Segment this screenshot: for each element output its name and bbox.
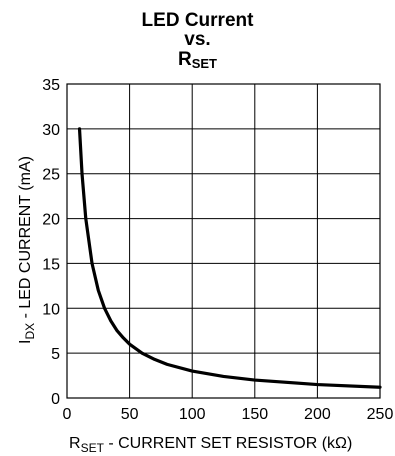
- y-tick-label: 5: [51, 346, 60, 363]
- y-tick-labels: 0 5 10 15 20 25 30 35: [42, 77, 60, 408]
- series-curve: [77, 127, 382, 389]
- title-symbol-subscript: SET: [191, 56, 218, 71]
- x-tick-label: 250: [367, 406, 394, 423]
- x-axis-label: RSET - CURRENT SET RESISTOR (kΩ): [69, 435, 352, 455]
- x-tick-label: 100: [179, 406, 206, 423]
- chart-title-line-3: RSET: [0, 50, 395, 73]
- y-tick-label: 20: [42, 212, 60, 229]
- title-symbol: R: [177, 49, 192, 70]
- chart-title-line-1: LED Current: [141, 10, 254, 31]
- x-tick-label: 50: [121, 406, 139, 423]
- grid-lines: [66, 83, 381, 399]
- y-tick-label: 10: [42, 301, 60, 318]
- x-tick-label: 150: [241, 406, 268, 423]
- y-tick-label: 15: [42, 256, 60, 273]
- chart-title-line-2: vs.: [184, 29, 211, 50]
- y-tick-label: 25: [42, 167, 60, 184]
- x-tick-label: 0: [63, 406, 72, 423]
- plot-frame: [66, 83, 381, 399]
- x-tick-label: 200: [304, 406, 331, 423]
- y-tick-label: 30: [42, 122, 60, 139]
- y-tick-label: 35: [42, 77, 60, 94]
- y-axis-label: IDX - LED CURRENT (mA): [17, 156, 37, 344]
- y-tick-label: 0: [51, 391, 60, 408]
- x-tick-labels: 0 50 100 150 200 250: [63, 406, 394, 423]
